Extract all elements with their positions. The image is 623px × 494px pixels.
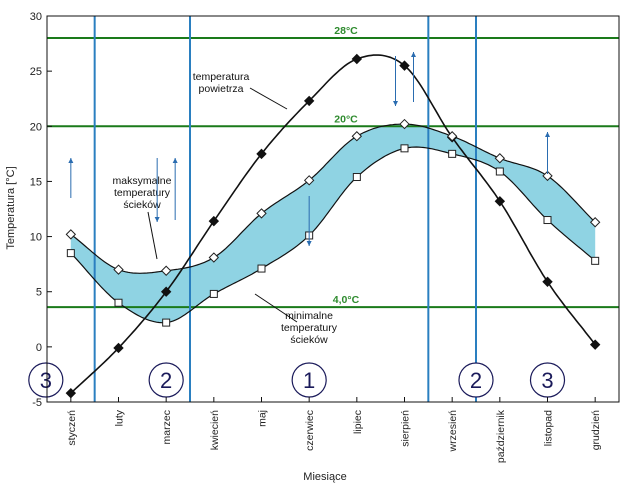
min-point-luty [114, 298, 123, 307]
x-tick-label-październik: październik [495, 409, 507, 463]
air-point-kwiecień [208, 215, 220, 227]
y-tick-label-7: 30 [30, 11, 42, 23]
reference-label-2: 4,0°C [333, 294, 360, 306]
max-wastewater-line [70, 123, 596, 274]
annotation-layer: temperaturapowietrzamaksymalnetemperatur… [28, 52, 566, 398]
max-point-lipiec [351, 131, 363, 142]
x-tick-label-lipiec: lipiec [352, 410, 364, 434]
series-layer [70, 54, 596, 394]
zone-label-4: 3 [541, 368, 553, 393]
min-label-line-2: ścieków [290, 334, 328, 346]
y-tick-label-6: 25 [30, 66, 42, 78]
x-tick-label-kwiecień: kwiecień [209, 410, 221, 450]
zone-circle-3 [458, 362, 494, 398]
x-tick-label-grudzień: grudzień [590, 410, 602, 450]
x-tick-label-styczeń: styczeń [66, 410, 78, 446]
min-point-sierpień [400, 144, 409, 153]
air-point-październik [494, 196, 506, 207]
min-point-marzec [162, 318, 171, 327]
y-tick-label-1: 0 [36, 342, 42, 354]
x-axis-title: Miesiące [303, 471, 346, 483]
plot-frame [46, 15, 620, 403]
air-point-marzec [160, 286, 172, 297]
x-tick-label-czerwiec: czerwiec [304, 410, 316, 451]
zone-circle-0 [28, 362, 64, 398]
air-label-line-0: temperatura [193, 71, 250, 83]
y-tick-label-5: 20 [30, 121, 42, 133]
y-tick-label-0: -5 [32, 397, 42, 409]
max-point-październik [494, 153, 506, 164]
trend-arrow-head-0 [68, 158, 74, 163]
axis-layer: Temperatura [°C] Miesiące -5 0 5 10 15 20 25 30… [5, 11, 620, 483]
x-tick-label-marzec: marzec [161, 410, 173, 444]
max-point-maj [256, 208, 267, 219]
min-point-lipiec [352, 173, 361, 182]
reference-label-0: 28°C [334, 25, 358, 37]
x-tick-label-sierpień: sierpień [400, 410, 412, 447]
max-point-listopad [542, 170, 553, 182]
max-point-grudzień [589, 217, 601, 228]
min-wastewater-line [70, 146, 596, 324]
trend-arrow-head-3 [306, 241, 312, 246]
min-label-line-1: temperatury [281, 322, 338, 334]
zone-label-2: 1 [303, 368, 315, 393]
air-temperature-line [70, 54, 596, 394]
min-point-grudzień [591, 256, 600, 265]
max-point-wrzesień [446, 131, 458, 142]
zone-label-0: 3 [40, 368, 52, 393]
min-point-wrzesień [448, 149, 457, 158]
x-tick-label-luty: luty [114, 409, 126, 426]
air-point-listopad [542, 276, 553, 287]
min-point-październik [495, 167, 504, 176]
trend-arrow-head-2 [172, 158, 178, 163]
min-point-styczeń [66, 249, 75, 258]
min-point-listopad [543, 216, 552, 225]
air-point-maj [256, 148, 267, 160]
reference-layer: 28°C 20°C 4,0°C [47, 16, 619, 402]
trend-arrow-head-6 [545, 132, 550, 137]
zone-label-1: 2 [160, 368, 172, 393]
air-point-luty [113, 342, 124, 354]
y-tick-label-4: 15 [30, 176, 42, 188]
max-point-kwiecień [208, 252, 220, 263]
air-label-line-1: powietrza [199, 83, 244, 95]
y-tick-label-3: 10 [30, 232, 42, 244]
max-point-styczeń [65, 229, 77, 240]
max-point-sierpień [399, 118, 410, 130]
min-point-maj [257, 264, 266, 273]
max-point-luty [113, 264, 124, 275]
band-layer [70, 124, 596, 323]
y-axis-title: Temperatura [°C] [5, 166, 17, 249]
trend-arrow-head-4 [393, 101, 398, 106]
air-point-czerwiec [303, 95, 315, 107]
min-label-line-0: minimalne [285, 310, 333, 322]
max-label-line-0: maksymalne [113, 175, 172, 187]
min-point-kwiecień [209, 289, 218, 298]
trend-arrow-head-5 [411, 52, 416, 57]
x-tick-label-wrzesień: wrzesień [447, 410, 459, 453]
x-tick-label-listopad: listopad [543, 410, 555, 446]
air-point-sierpień [399, 60, 410, 71]
air-point-lipiec [351, 53, 363, 65]
reference-label-1: 20°C [334, 113, 358, 125]
max-point-marzec [160, 265, 172, 276]
max-point-czerwiec [303, 175, 315, 186]
marker-layer [65, 53, 601, 399]
wastewater-temperature-band [70, 124, 596, 323]
max-leader-line [147, 211, 158, 260]
y-tick-label-2: 5 [36, 287, 42, 299]
air-leader-line [249, 87, 288, 110]
min-leader-line [254, 293, 298, 323]
x-tick-label-maj: maj [257, 410, 269, 427]
max-label-line-2: ścieków [123, 199, 161, 211]
zone-label-3: 2 [470, 368, 482, 393]
air-point-grudzień [589, 339, 601, 350]
max-label-line-1: temperatury [114, 187, 171, 199]
trend-arrow-head-1 [154, 217, 160, 222]
